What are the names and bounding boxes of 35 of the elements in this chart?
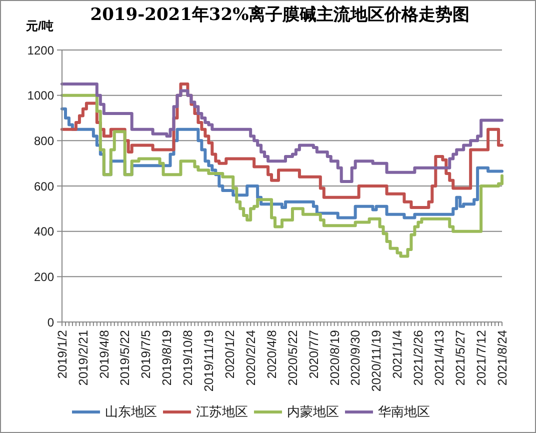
legend-label: 江苏地区 <box>196 402 248 420</box>
x-tick-label: 2020/7/7 <box>306 330 321 379</box>
y-tick-label: 1000 <box>27 88 54 103</box>
x-tick-label: 2019/5/22 <box>118 330 132 386</box>
x-tick-label: 2019/11/19 <box>202 330 216 392</box>
x-tick-label: 2021/8/24 <box>495 330 510 386</box>
x-tick-label: 2021/4/13 <box>432 330 447 386</box>
y-tick-label: 1200 <box>27 43 54 58</box>
y-tick-label: 0 <box>47 315 54 330</box>
x-tick-label: 2019/4/8 <box>97 330 112 379</box>
x-tick-label: 2021/2/26 <box>412 330 426 386</box>
x-tick-label: 2020/1/2 <box>222 330 237 379</box>
x-tick-label: 2019/1/2 <box>55 330 70 379</box>
x-tick-label: 2020/9/30 <box>348 330 363 386</box>
y-tick-label: 800 <box>34 134 54 148</box>
y-tick-label: 600 <box>34 179 54 194</box>
x-tick-label: 2020/11/19 <box>370 330 384 392</box>
chart-title: 2019-2021年32%离子膜碱主流地区价格走势图 <box>90 4 470 26</box>
legend-label: 华南地区 <box>378 402 430 420</box>
x-tick-label: 2019/7/5 <box>139 330 154 379</box>
x-tick-label: 2020/8/19 <box>328 330 342 386</box>
x-tick-label: 2021/1/4 <box>390 330 405 379</box>
x-tick-label: 2019/10/8 <box>181 330 196 386</box>
legend-label: 山东地区 <box>105 402 157 420</box>
x-tick-label: 2019/8/19 <box>160 330 174 386</box>
y-axis-title: 元/吨 <box>26 19 54 33</box>
x-tick-label: 2021/5/27 <box>453 330 468 386</box>
x-tick-label: 2020/4/8 <box>264 330 279 379</box>
y-tick-label: 200 <box>34 270 54 284</box>
y-tick-label: 400 <box>34 224 54 239</box>
legend-label: 内蒙地区 <box>287 402 339 420</box>
x-tick-label: 2020/5/22 <box>286 330 300 386</box>
x-tick-label: 2019/2/21 <box>76 330 90 386</box>
x-tick-label: 2020/2/24 <box>244 330 258 386</box>
x-tick-label: 2021/7/12 <box>474 330 488 386</box>
